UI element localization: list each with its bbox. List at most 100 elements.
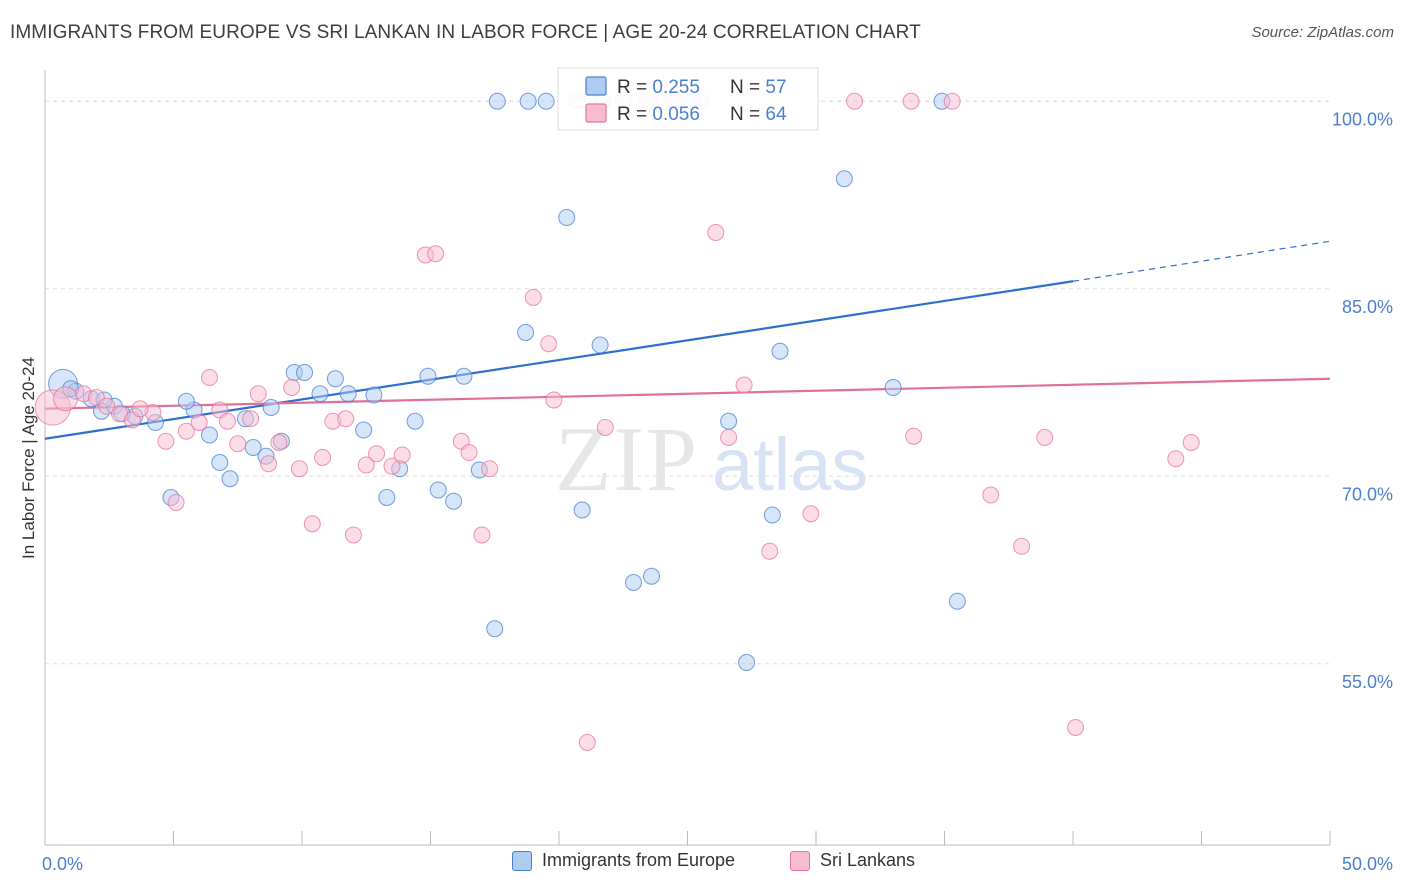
point-srilankan [260,455,278,473]
y-tick-label: 100.0% [1332,109,1393,129]
point-europe [262,399,280,416]
point-srilankan [1013,537,1031,555]
point-srilankan [802,505,820,523]
point-srilankan [427,245,445,263]
legend-swatch-pink [790,850,810,871]
point-europe [200,426,218,444]
legend-r-label: R = [617,104,652,125]
legend-n-value: 64 [765,104,787,125]
point-srilankan [337,410,355,428]
point-srilankan [314,449,332,466]
point-europe [211,454,229,471]
point-srilankan [943,92,961,110]
point-europe [738,654,756,671]
y-tick-label: 85.0% [1342,297,1393,317]
point-srilankan [578,734,596,751]
point-srilankan [481,460,499,478]
point-europe [406,412,424,430]
point-srilankan [902,92,920,110]
point-europe [720,412,738,430]
point-europe [884,379,902,396]
point-srilankan [707,224,725,241]
point-europe [378,489,396,506]
point-srilankan [368,445,386,463]
source-label: Source: ZipAtlas.com [1251,24,1394,41]
point-srilankan [218,412,236,430]
point-srilankan [596,419,614,436]
tick-labels: 55.0% 70.0% 85.0% 100.0% 0.0% 50.0% [42,109,1393,874]
point-srilankan [982,486,1000,504]
point-europe [625,574,643,591]
point-srilankan [720,429,738,446]
point-europe [419,367,437,385]
trend-line-europe-extension [1072,240,1331,282]
point-europe [517,324,535,341]
point-europe [486,620,504,638]
point-srilankan [290,460,308,478]
point-europe [763,506,781,524]
point-srilankan [1067,719,1085,736]
legend-row-text: R = 0.255 [617,77,700,98]
point-srilankan [98,397,116,415]
watermark-atlas: atlas [712,423,868,506]
point-europe [429,481,447,499]
point-europe [558,209,576,226]
trend-line-srilankan [44,377,1331,410]
legend-swatch-blue-top [585,76,607,96]
point-srilankan [1167,450,1185,468]
point-europe [445,492,463,510]
legend-item-srilankans[interactable]: Sri Lankans [790,850,915,871]
point-europe [365,386,383,404]
point-europe [488,92,506,110]
point-srilankan [249,385,267,403]
y-axis-label: In Labor Force | Age 20-24 [19,357,38,559]
point-europe [311,385,329,403]
point-europe [948,592,966,610]
point-srilankan [200,369,218,386]
legend-r-value: 0.255 [652,77,700,98]
point-europe [221,470,239,488]
point-srilankan [190,414,208,431]
point-europe [643,567,661,585]
point-srilankan [177,422,195,440]
point-srilankan [53,386,79,412]
point-srilankan [303,515,321,533]
legend-label-srilankans: Sri Lankans [820,850,916,870]
point-srilankan [735,376,753,394]
legend-r-value: 0.056 [652,104,700,125]
legend-swatch-blue [512,850,532,871]
legend-item-europe[interactable]: Immigrants from Europe [512,850,735,871]
y-tick-label: 70.0% [1342,484,1393,504]
legend-n-value: 57 [765,77,786,98]
point-srilankan [270,434,288,451]
point-srilankan [229,435,247,453]
point-srilankan [344,526,362,544]
watermark-zip: ZIP [555,408,699,510]
point-srilankan [460,444,478,461]
data-points [34,92,1200,751]
point-srilankan [905,427,923,445]
point-europe [519,92,537,110]
axes [44,70,1331,846]
point-srilankan [357,456,375,474]
legend-r-label: R = [617,77,652,98]
point-srilankan [131,400,149,418]
point-srilankan [540,335,558,353]
point-srilankan [167,494,185,511]
legend-top: R = 0.255 N = 57 R = 0.056 N = 64 [557,67,819,131]
chart-title: IMMIGRANTS FROM EUROPE VS SRI LANKAN IN … [10,22,921,43]
point-europe [177,392,195,410]
y-tick-label: 55.0% [1342,672,1393,692]
point-srilankan [1036,429,1054,446]
point-europe [835,170,853,188]
legend-row-text: R = 0.056 [617,104,700,125]
point-europe [339,385,357,403]
point-srilankan [1182,434,1200,451]
legend-swatch-pink-top [585,103,607,123]
point-europe [537,92,555,110]
point-europe [573,501,591,519]
point-srilankan [283,379,301,396]
point-srilankan [157,432,175,450]
legend-n-text: N = 57 [730,77,787,98]
